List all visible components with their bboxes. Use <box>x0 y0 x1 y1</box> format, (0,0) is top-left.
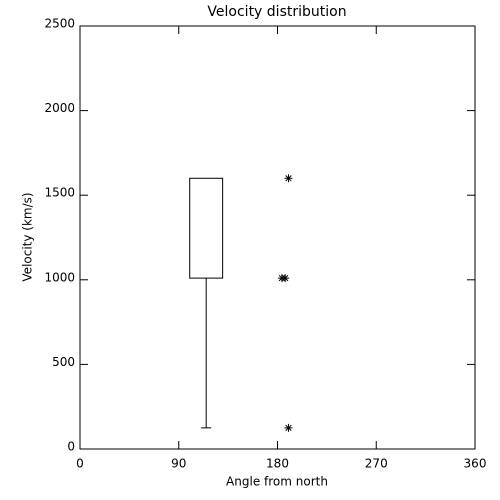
box <box>189 177 224 279</box>
x-axis-label: Angle from north <box>226 475 328 489</box>
y-axis-label: Velocity (km/s) <box>21 192 35 281</box>
y-tick-label: 2500 <box>44 17 75 31</box>
x-tick-label: 270 <box>365 457 388 471</box>
x-tick-label: 90 <box>171 457 186 471</box>
y-tick-label: 0 <box>67 440 75 454</box>
x-tick-label: 360 <box>464 457 487 471</box>
y-tick-label: 1000 <box>44 270 75 284</box>
y-tick-label: 1500 <box>44 186 75 200</box>
y-tick-label: 2000 <box>44 101 75 115</box>
point <box>284 423 293 432</box>
x-tick-label: 0 <box>76 457 84 471</box>
point <box>281 274 290 283</box>
point <box>284 174 293 183</box>
chart-title: Velocity distribution <box>207 4 346 20</box>
y-tick-label: 500 <box>52 355 75 369</box>
x-tick-label: 180 <box>266 457 289 471</box>
